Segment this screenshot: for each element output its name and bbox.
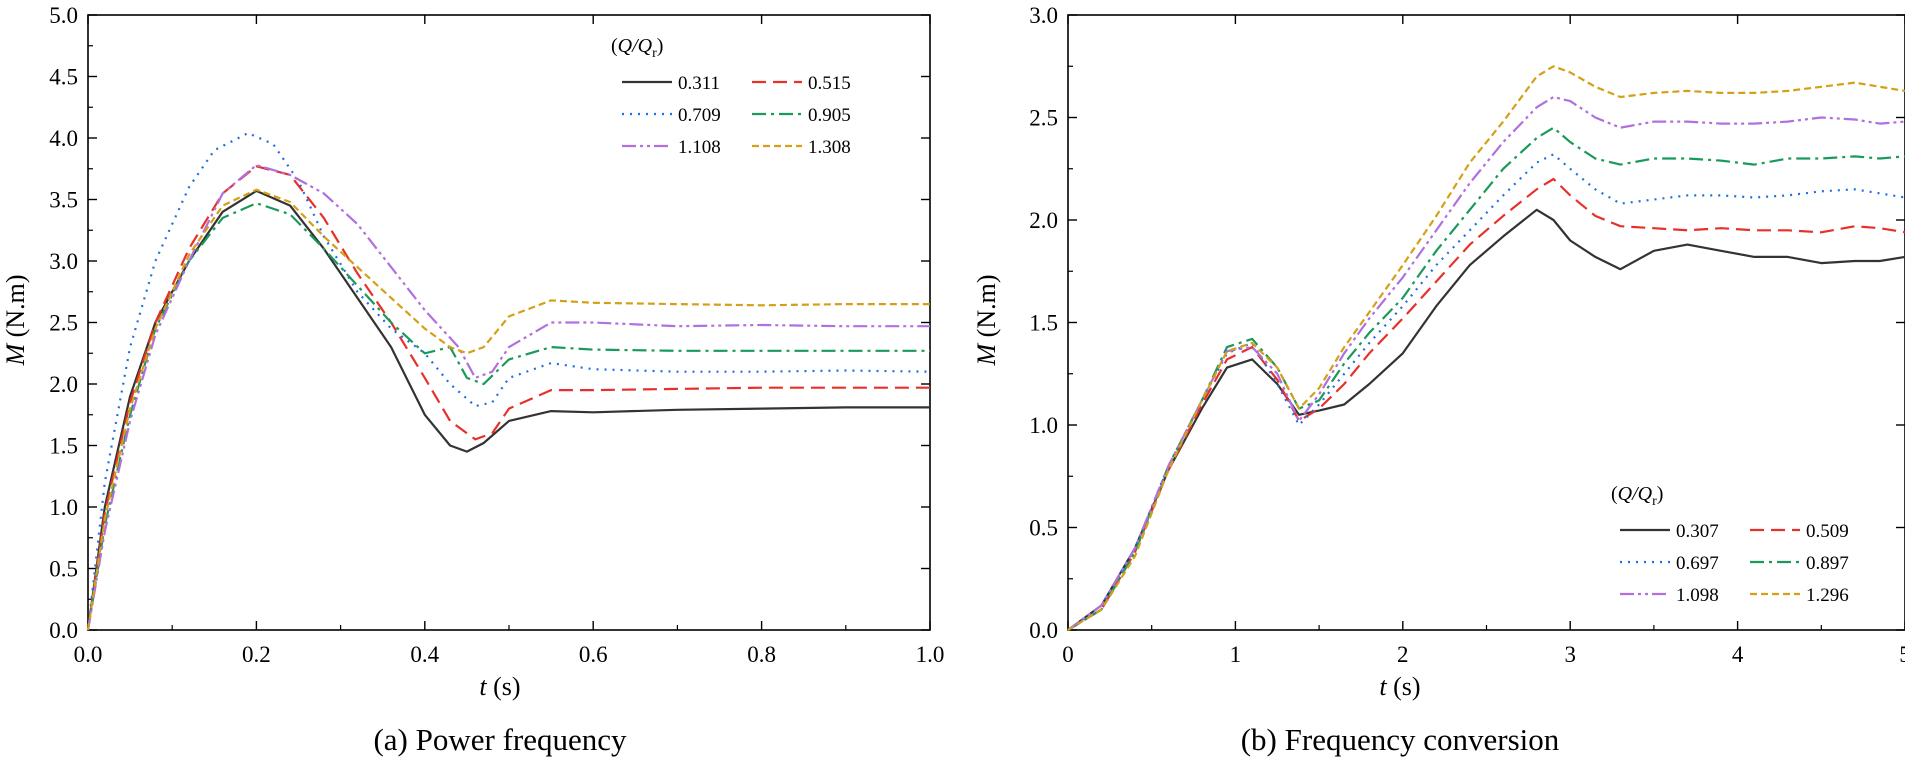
legend-label-1.296: 1.296: [1806, 585, 1849, 606]
caption-b: (b) Frequency conversion: [1241, 722, 1560, 757]
legend-title: (Q/Qr): [1611, 483, 1663, 509]
y-tick-label: 1.0: [1029, 413, 1058, 438]
series-line-0.697: [1067, 153, 1905, 631]
caption-a: (a) Power frequency: [373, 722, 627, 757]
x-tick-label: 0.2: [242, 642, 271, 667]
y-tick-label: 5.0: [49, 3, 78, 28]
legend-title: (Q/Qr): [611, 35, 663, 61]
y-axis-title: M (N.m): [972, 275, 1001, 367]
x-tick-label: 2: [1397, 642, 1409, 667]
y-tick-label: 1.5: [1029, 311, 1058, 336]
y-axis-title: M (N.m): [1, 275, 30, 367]
plot-frame: [1067, 14, 1905, 631]
y-tick-label: 0.5: [49, 557, 78, 582]
series-line-1.308: [86, 188, 930, 631]
legend-label-1.098: 1.098: [1676, 585, 1719, 606]
y-tick-label: 0.5: [1029, 516, 1058, 541]
series-line-1.296: [1067, 65, 1905, 631]
y-tick-label: 2.5: [1029, 106, 1058, 131]
series-line-0.905: [86, 202, 930, 631]
y-tick-label: 2.0: [1029, 208, 1058, 233]
legend-label-1.308: 1.308: [808, 137, 851, 158]
x-tick-label: 1.0: [916, 642, 945, 667]
y-tick-label: 0.0: [49, 618, 78, 643]
legend-label-0.311: 0.311: [678, 73, 720, 94]
x-tick-label: 3: [1564, 642, 1576, 667]
x-tick-label: 0.8: [747, 642, 776, 667]
y-tick-label: 0.0: [1029, 618, 1058, 643]
x-axis-title: t (s): [479, 672, 520, 701]
series-line-0.307: [1067, 208, 1905, 631]
legend-label-0.709: 0.709: [678, 105, 721, 126]
series-line-0.709: [86, 132, 931, 631]
x-tick-label: 0: [1062, 642, 1074, 667]
series-line-0.509: [1067, 177, 1905, 631]
legend-label-0.307: 0.307: [1676, 521, 1719, 542]
y-tick-label: 2.5: [49, 311, 78, 336]
plot-frame: [87, 14, 931, 631]
series-line-0.311: [86, 189, 930, 631]
legend-label-0.897: 0.897: [1806, 553, 1849, 574]
y-tick-label: 1.5: [49, 434, 78, 459]
chart-frequency-conversion: (b) Frequency conversion t (s) M (N.m) (…: [972, 3, 1905, 757]
legend-label-1.108: 1.108: [678, 137, 721, 158]
x-tick-label: 0.4: [410, 642, 439, 667]
series-line-1.098: [1067, 95, 1905, 631]
series-line-1.108: [86, 164, 930, 631]
x-tick-label: 1: [1230, 642, 1242, 667]
x-tick-label: 0.0: [74, 642, 103, 667]
y-tick-label: 4.5: [49, 65, 78, 90]
x-axis-title: t (s): [1379, 672, 1420, 701]
y-tick-label: 1.0: [49, 495, 78, 520]
x-tick-label: 4: [1732, 642, 1744, 667]
series-line-0.897: [1067, 126, 1905, 631]
y-tick-label: 2.0: [49, 372, 78, 397]
legend-label-0.509: 0.509: [1806, 521, 1849, 542]
legend-label-0.697: 0.697: [1676, 553, 1719, 574]
y-tick-label: 3.0: [1029, 3, 1058, 28]
chart-power-frequency: (a) Power frequency t (s) M (N.m) (Q/Qr)…: [1, 3, 944, 757]
y-tick-label: 3.5: [49, 188, 78, 213]
legend-label-0.515: 0.515: [808, 73, 851, 94]
legend-label-0.905: 0.905: [808, 105, 851, 126]
y-tick-label: 3.0: [49, 249, 78, 274]
x-tick-label: 5: [1899, 642, 1905, 667]
series-line-0.515: [86, 165, 930, 631]
y-tick-label: 4.0: [49, 126, 78, 151]
x-tick-label: 0.6: [579, 642, 608, 667]
